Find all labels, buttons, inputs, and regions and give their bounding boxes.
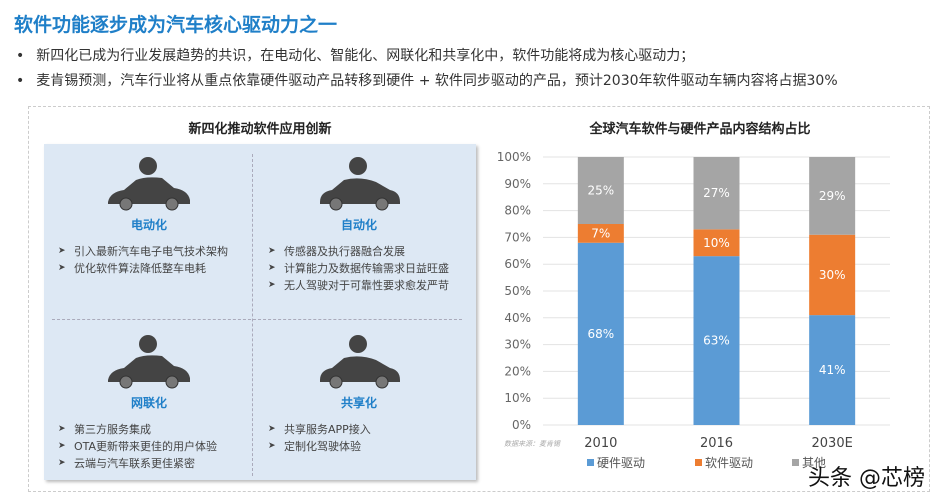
autonomous-car-icon (254, 152, 464, 214)
arrow-bullet-icon: ➤ (268, 424, 276, 434)
y-tick-label: 20% (504, 364, 531, 378)
shared-car-icon (254, 330, 464, 392)
arrow-bullet-icon: ➤ (58, 246, 66, 256)
arrow-bullet-icon: ➤ (268, 280, 276, 290)
x-tick-label: 2010 (584, 436, 617, 451)
legend-label: 硬件驱动 (597, 456, 645, 470)
watermark: 头条 @芯榜 (808, 466, 925, 491)
quadrant-4: 共享化 ➤ 共享服务APP接入 ➤ 定制化驾驶体验 (254, 330, 464, 455)
legend-label: 软件驱动 (705, 456, 753, 470)
arrow-bullet-icon: ➤ (58, 441, 66, 451)
quadrant-list-item: ➤ 计算能力及数据传输需求日益旺盛 (268, 262, 449, 275)
divider (52, 319, 462, 320)
chart-svg: 0% 10% 20% 30% 40% 50% 60% 70% 80% 90% 100% 68% 7% 25… (497, 150, 890, 470)
quadrant-heading: 电动化 (130, 218, 167, 232)
legend-swatch (587, 459, 594, 466)
arrow-bullet-icon: ➤ (268, 441, 276, 451)
bar-segment (577, 157, 624, 224)
quadrant-2: 自动化 ➤ 传感器及执行器融合发展 ➤ 计算能力及数据传输需求日益旺盛 ➤ 无人驾驶对于可靠… (254, 152, 464, 294)
quadrant-list-item: ➤ 引入最新汽车电子电气技术架构 (58, 245, 228, 258)
data-label: 27% (703, 186, 730, 200)
data-label: 10% (703, 236, 730, 250)
y-tick-label: 10% (504, 391, 531, 405)
y-tick-label: 90% (504, 177, 531, 191)
bar-segment (693, 229, 740, 257)
quadrant-heading: 自动化 (340, 218, 377, 232)
content-frame (28, 106, 930, 492)
y-tick-label: 40% (504, 311, 531, 325)
divider (252, 154, 253, 476)
quadrant-3: 网联化 ➤ 第三方服务集成 ➤ OTA更新带来更佳的用户体验 ➤ 云端与汽车联系更佳紧密 (44, 330, 254, 472)
quadrant-list-item: ➤ 第三方服务集成 (58, 423, 151, 436)
arrow-bullet-icon: ➤ (268, 263, 276, 273)
data-label: 7% (591, 226, 610, 240)
bar-segment (809, 315, 856, 425)
quadrant-heading: 网联化 (130, 396, 167, 410)
legend-swatch (792, 459, 799, 466)
quadrant-1: 电动化 ➤ 引入最新汽车电子电气技术架构 ➤ 优化软件算法降低整车电耗 (44, 152, 254, 277)
data-label: 41% (819, 363, 846, 377)
y-tick-label: 80% (504, 204, 531, 218)
arrow-bullet-icon: ➤ (268, 246, 276, 256)
connected-car-wifi-icon (44, 330, 254, 392)
quadrant-list-item: ➤ 云端与汽车联系更佳紧密 (58, 457, 195, 470)
legend-label: 其他 (802, 456, 826, 470)
arrow-bullet-icon: ➤ (58, 263, 66, 273)
bar-segment (693, 256, 740, 425)
arrow-bullet-icon: ➤ (58, 458, 66, 468)
bar-segment (693, 157, 740, 230)
bar-segment (577, 242, 624, 425)
slide-title: 软件功能逐步成为汽车核心驱动力之一 (14, 14, 338, 36)
data-label: 63% (703, 334, 730, 348)
y-tick-label: 50% (504, 284, 531, 298)
quadrant-list-item: ➤ OTA更新带来更佳的用户体验 (58, 440, 218, 453)
data-label: 29% (819, 189, 846, 203)
quadrant-list-item: ➤ 定制化驾驶体验 (268, 440, 361, 453)
y-tick-label: 0% (512, 418, 531, 432)
quadrant-list-item: ➤ 优化软件算法降低整车电耗 (58, 262, 206, 275)
bar-segment (809, 234, 856, 316)
stacked-bar-chart: 全球汽车软件与硬件产品内容结构占比 0% 10% 20% 30% 40% 50% 60% 70… (480, 110, 920, 490)
data-label: 25% (587, 184, 614, 198)
y-tick-label: 70% (504, 230, 531, 244)
bar-segment (577, 224, 624, 243)
legend-swatch (695, 459, 702, 466)
y-tick-label: 100% (497, 150, 531, 164)
quadrant-heading: 共享化 (340, 396, 377, 410)
four-modernizations-panel: 电动化 ➤ 引入最新汽车电子电气技术架构 ➤ 优化软件算法降低整车电耗 自动化 ➤ 传感器及… (44, 144, 476, 480)
bullet-item: 麦肯锡预测，汽车行业将从重点依靠硬件驱动产品转移到硬件 + 软件同步驱动的产品，… (14, 69, 837, 94)
y-tick-label: 60% (504, 257, 531, 271)
chart-title: 全球汽车软件与硬件产品内容结构占比 (589, 122, 811, 137)
x-tick-label: 2030E (812, 436, 853, 451)
arrow-bullet-icon: ➤ (58, 424, 66, 434)
ev-charging-car-icon (44, 152, 254, 214)
data-label: 30% (819, 268, 846, 282)
bullet-item: 新四化已成为行业发展趋势的共识，在电动化、智能化、网联化和共享化中，软件功能将成… (14, 44, 838, 69)
quadrant-list-item: ➤ 传感器及执行器融合发展 (268, 245, 405, 258)
y-tick-label: 30% (504, 338, 531, 352)
data-source: 数据来源：麦肯锡 (504, 440, 561, 448)
left-panel-title: 新四化推动软件应用创新 (188, 122, 332, 137)
bar-segment (809, 157, 856, 235)
x-tick-label: 2016 (700, 436, 733, 451)
bullet-list: 新四化已成为行业发展趋势的共识，在电动化、智能化、网联化和共享化中，软件功能将成… (14, 44, 838, 94)
quadrant-list-item: ➤ 无人驾驶对于可靠性要求愈发严苛 (268, 279, 449, 292)
quadrant-list-item: ➤ 共享服务APP接入 (268, 423, 371, 436)
data-label: 68% (587, 327, 614, 341)
